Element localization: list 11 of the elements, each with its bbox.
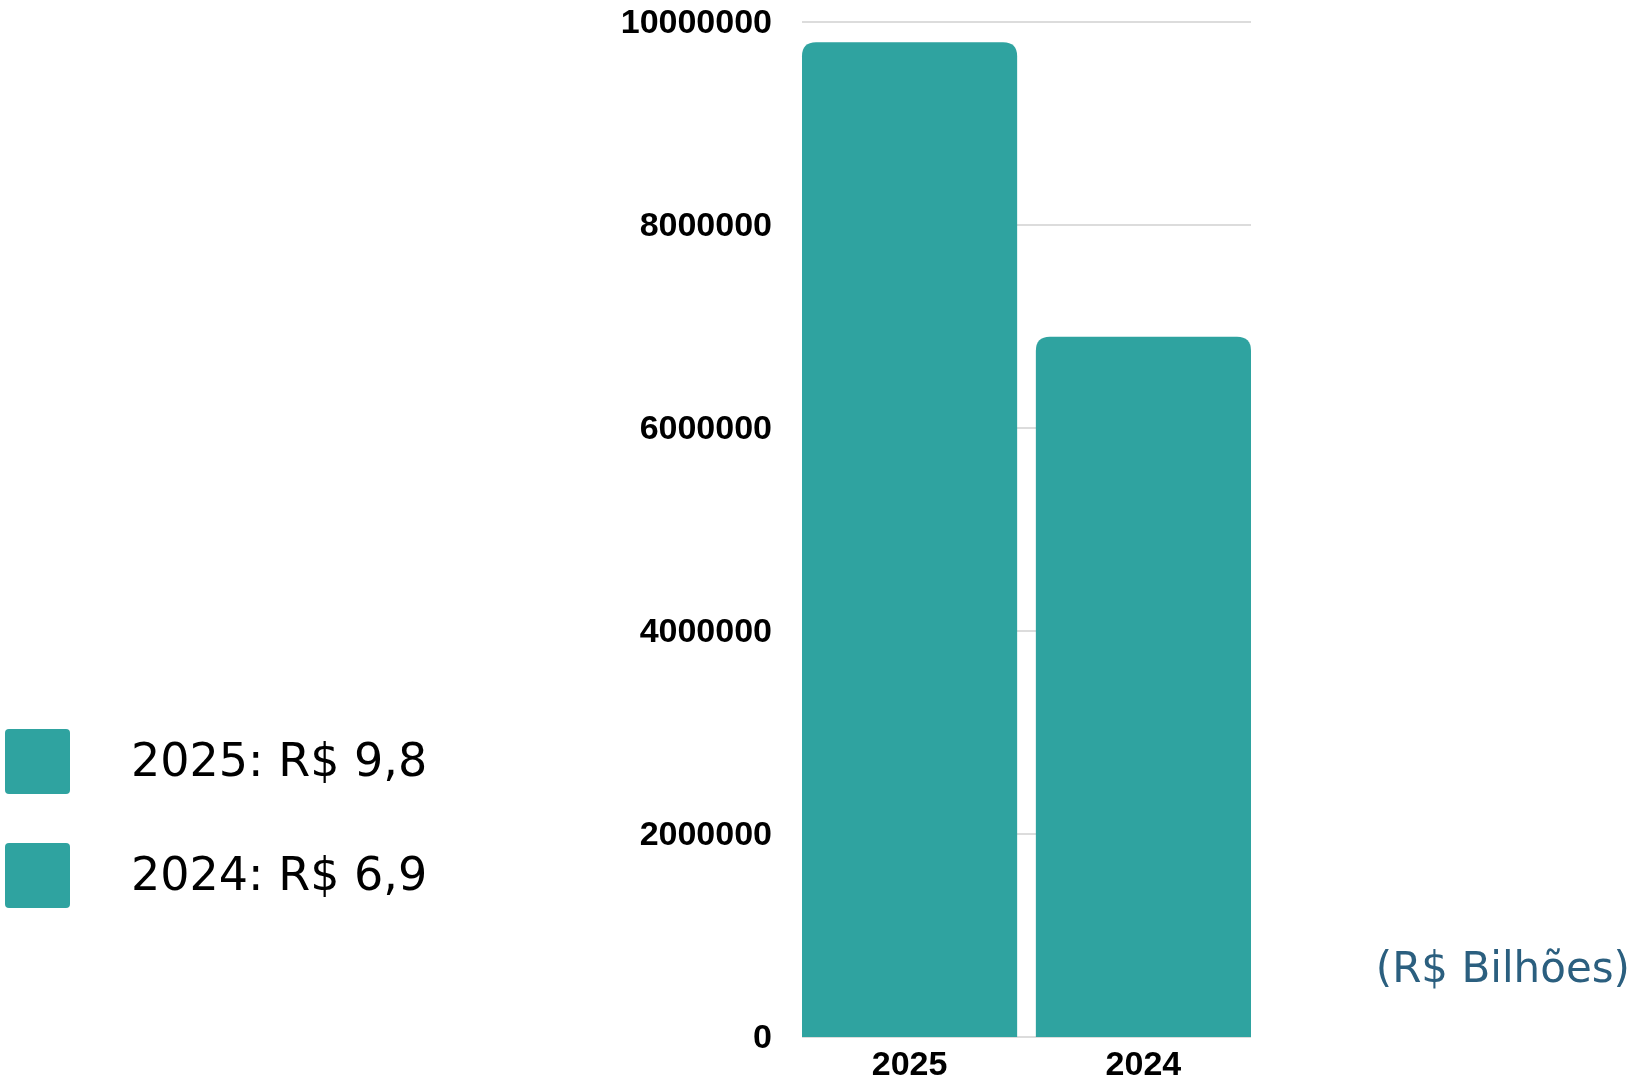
y-tick-label: 2000000 — [639, 814, 772, 853]
y-tick-label: 0 — [753, 1017, 772, 1056]
y-tick-label: 8000000 — [639, 205, 772, 244]
legend-label: 2024: R$ 6,9 — [131, 847, 428, 901]
text: (R$ Bilhões) — [1375, 943, 1630, 992]
y-tick-label: 6000000 — [639, 408, 772, 447]
y-tick-label: 4000000 — [639, 611, 772, 650]
x-tick-label: 2025 — [871, 1044, 948, 1083]
x-tick-label: 2024 — [1105, 1044, 1182, 1083]
y-tick-label: 10000000 — [620, 2, 772, 41]
legend-label: 2025: R$ 9,8 — [131, 733, 428, 787]
